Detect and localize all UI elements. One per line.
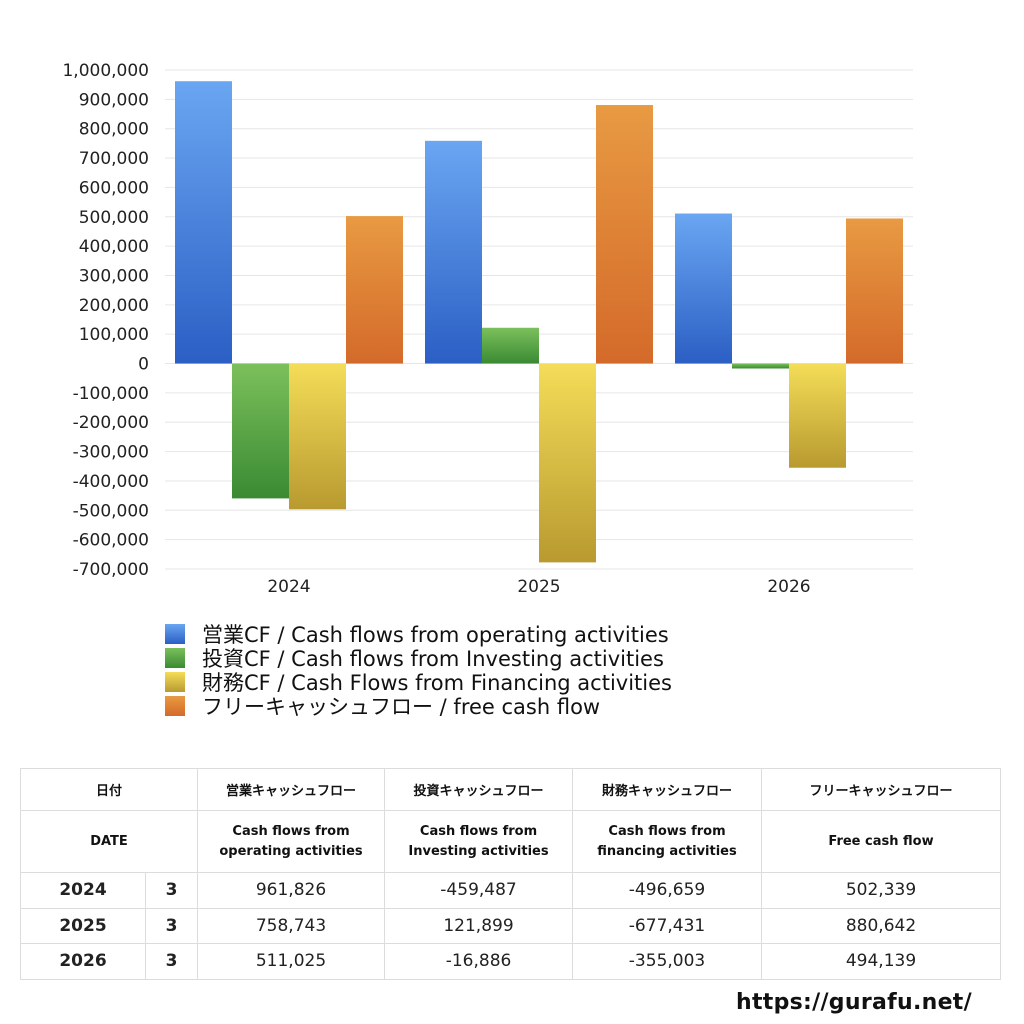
y-tick-label: 900,000: [79, 90, 149, 110]
row-year: 2024: [20, 872, 146, 909]
bar-operating-2024: [175, 81, 232, 364]
legend-item-free: フリーキャッシュフロー / free cash flow: [165, 694, 672, 719]
bar-investing-2025: [482, 327, 539, 364]
header-operating-en-line2: operating activities: [219, 843, 363, 859]
row-investing: 121,899: [384, 907, 574, 944]
header-financing-en: Cash flows from financing activities: [572, 810, 763, 873]
legend-swatch-free: [165, 696, 185, 716]
legend-swatch-financing: [165, 672, 185, 692]
bar-financing-2025: [539, 363, 596, 563]
y-tick-label: -400,000: [73, 472, 149, 492]
y-tick-label: 0: [138, 355, 149, 375]
cash-flow-table: 日付 営業キャッシュフロー 投資キャッシュフロー 財務キャッシュフロー フリーキ…: [19, 768, 1002, 980]
legend-item-operating: 営業CF / Cash flows from operating activit…: [165, 622, 672, 647]
y-tick-label: -200,000: [73, 413, 149, 433]
table-header-en: DATE Cash flows from operating activities…: [19, 810, 1002, 873]
legend-label-operating: 営業CF / Cash flows from operating activit…: [202, 623, 669, 647]
bar-free-2025: [596, 105, 653, 364]
row-year: 2026: [20, 943, 146, 980]
header-free-en: Free cash flow: [761, 810, 1002, 873]
row-financing: -677,431: [572, 907, 763, 944]
row-year: 2025: [20, 907, 146, 944]
row-free: 880,642: [761, 907, 1002, 944]
site-url[interactable]: https://gurafu.net/: [736, 990, 972, 1015]
legend-swatch-operating: [165, 624, 185, 644]
table-row: 2024 3 961,826 -459,487 -496,659 502,339: [20, 872, 1002, 909]
row-operating: 961,826: [197, 872, 386, 909]
y-tick-label: 100,000: [79, 325, 149, 345]
header-financing-en-line2: financing activities: [597, 843, 737, 859]
bar-financing-2024: [289, 363, 346, 510]
legend: 営業CF / Cash flows from operating activit…: [165, 622, 672, 719]
legend-label-free: フリーキャッシュフロー / free cash flow: [202, 695, 601, 719]
y-tick-label: -700,000: [73, 560, 149, 580]
x-category-label: 2025: [517, 577, 560, 597]
row-free: 502,339: [761, 872, 1002, 909]
header-investing-en: Cash flows from Investing activities: [384, 810, 574, 873]
row-financing: -496,659: [572, 872, 763, 909]
bar-financing-2026: [789, 363, 846, 468]
x-category-label: 2024: [267, 577, 310, 597]
cash-flow-chart: 1,000,000 900,000 800,000 700,000 600,000 500…: [62, 61, 913, 597]
header-operating-en-line1: Cash flows from: [232, 823, 350, 839]
y-tick-label: 200,000: [79, 296, 149, 316]
row-month: 3: [144, 943, 199, 980]
bar-operating-2025: [425, 140, 482, 364]
x-category-label: 2026: [767, 577, 810, 597]
row-free: 494,139: [761, 943, 1002, 980]
y-tick-label: 300,000: [79, 266, 149, 286]
y-tick-label: -500,000: [73, 501, 149, 521]
y-tick-label: 1,000,000: [62, 61, 149, 81]
table-header-jp: 日付 営業キャッシュフロー 投資キャッシュフロー 財務キャッシュフロー フリーキ…: [19, 768, 1002, 811]
bar-operating-2026: [675, 213, 732, 364]
header-financing-en-line1: Cash flows from: [608, 823, 726, 839]
bar-investing-2024: [232, 363, 289, 499]
y-tick-label: -300,000: [73, 443, 149, 463]
row-investing: -459,487: [384, 872, 574, 909]
header-investing-en-line2: Investing activities: [408, 843, 549, 859]
legend-item-financing: 財務CF / Cash Flows from Financing activit…: [165, 670, 672, 695]
legend-swatch-investing: [165, 648, 185, 668]
header-free-jp: フリーキャッシュフロー: [761, 768, 1002, 811]
header-date-en: DATE: [19, 810, 199, 873]
header-investing-jp: 投資キャッシュフロー: [384, 768, 574, 811]
y-tick-label: -600,000: [73, 531, 149, 551]
bar-free-2026: [846, 218, 903, 364]
y-tick-label: 400,000: [79, 237, 149, 257]
row-month: 3: [144, 907, 199, 944]
header-financing-jp: 財務キャッシュフロー: [572, 768, 763, 811]
header-operating-jp: 営業キャッシュフロー: [197, 768, 386, 811]
header-investing-en-line1: Cash flows from: [419, 823, 538, 839]
row-operating: 758,743: [197, 907, 386, 944]
bar-free-2024: [346, 216, 403, 364]
table-row: 2025 3 758,743 121,899 -677,431 880,642: [20, 907, 1002, 944]
bar-investing-2026: [732, 363, 789, 369]
legend-item-investing: 投資CF / Cash flows from Investing activit…: [165, 646, 672, 671]
legend-label-financing: 財務CF / Cash Flows from Financing activit…: [202, 671, 672, 695]
header-operating-en: Cash flows from operating activities: [197, 810, 386, 873]
row-month: 3: [144, 872, 199, 909]
table-row: 2026 3 511,025 -16,886 -355,003 494,139: [20, 943, 1002, 980]
y-tick-label: 600,000: [79, 178, 149, 198]
y-tick-label: -100,000: [73, 384, 149, 404]
header-date-jp: 日付: [19, 768, 199, 811]
row-investing: -16,886: [384, 943, 574, 980]
y-tick-label: 700,000: [79, 149, 149, 169]
row-operating: 511,025: [197, 943, 386, 980]
row-financing: -355,003: [572, 943, 763, 980]
legend-label-investing: 投資CF / Cash flows from Investing activit…: [202, 647, 664, 671]
y-tick-label: 800,000: [79, 120, 149, 140]
y-tick-label: 500,000: [79, 208, 149, 228]
